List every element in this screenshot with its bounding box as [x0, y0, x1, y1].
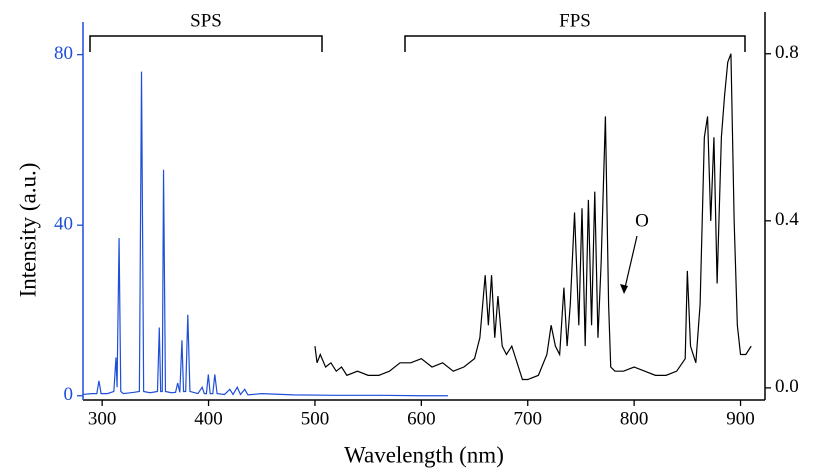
y-tick-label: 40: [54, 214, 73, 235]
annotation: SPS: [190, 10, 222, 31]
x-axis-label: Wavelength (nm): [344, 442, 504, 467]
x-tick-label: 300: [88, 408, 117, 429]
y2-tick-label: 0.0: [775, 376, 799, 397]
x-tick-label: 600: [407, 408, 436, 429]
y2-tick-label: 0.8: [775, 42, 799, 63]
spectrum-line: [82, 71, 448, 397]
sps-bracket: [89, 35, 323, 52]
spectrum-line: [314, 53, 752, 381]
annotation-arrow: [623, 235, 638, 293]
x-tick-label: 500: [301, 408, 330, 429]
y2-tick-label: 0.4: [775, 209, 799, 230]
x-tick-label: 800: [620, 408, 649, 429]
x-tick-label: 400: [194, 408, 223, 429]
y-tick-label: 0: [64, 384, 74, 405]
x-tick-label: 900: [726, 408, 755, 429]
y-axis-label: Intensity (a.u.): [15, 163, 40, 298]
annotation: FPS: [559, 10, 591, 31]
y-tick-label: 80: [54, 43, 73, 64]
arrow-head: [620, 284, 628, 294]
fps-bracket: [404, 35, 746, 52]
x-tick-label: 700: [513, 408, 542, 429]
annotation: O: [635, 210, 649, 231]
